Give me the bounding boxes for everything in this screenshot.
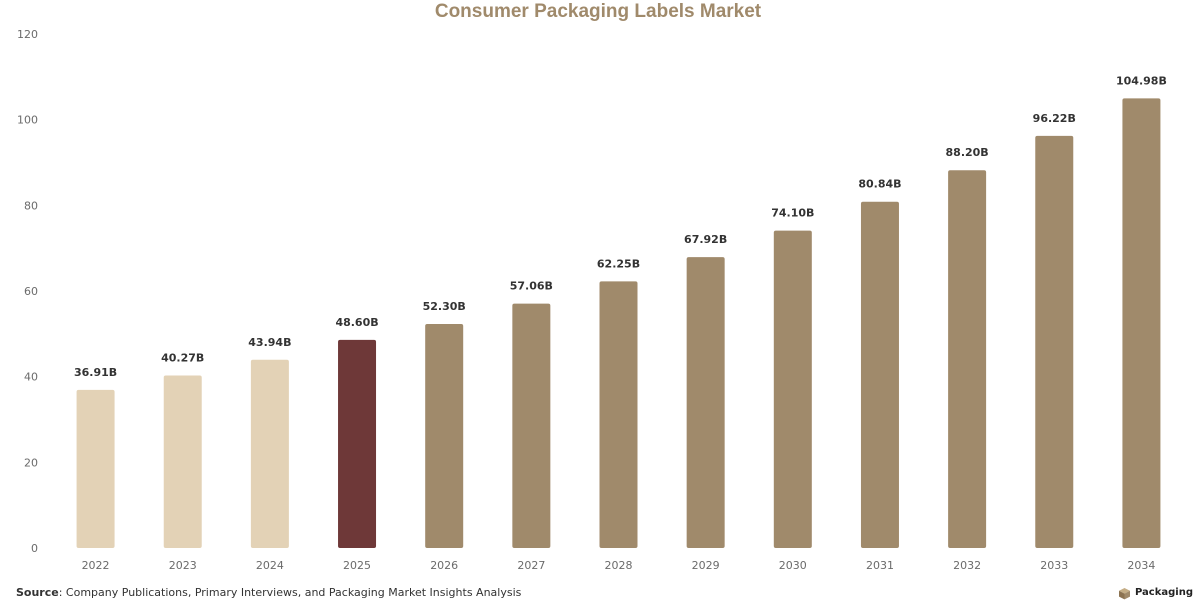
bar-2031 <box>860 201 899 548</box>
bar-2034 <box>1122 98 1161 548</box>
x-axis: 2022 2023 2024 2025 2026 2027 2028 2029 2030 2031… <box>82 559 1156 572</box>
data-label: 43.94B <box>248 336 291 349</box>
bar-2029 <box>686 257 725 548</box>
bar-2023 <box>163 375 202 548</box>
data-label: 104.98B <box>1116 74 1167 87</box>
data-label: 88.20B <box>946 146 989 159</box>
x-tick-label: 2028 <box>605 559 633 572</box>
bar-2030 <box>773 230 812 549</box>
y-tick-label: 60 <box>24 285 38 298</box>
x-tick-label: 2022 <box>82 559 110 572</box>
source-text: : Company Publications, Primary Intervie… <box>58 586 522 599</box>
bar-2027 <box>512 303 551 548</box>
y-tick-label: 40 <box>24 371 38 384</box>
bar-chart: 0 20 40 60 80 100 120 36.91B 40.27B 43.94B 48.60B… <box>17 28 1167 572</box>
data-labels: 36.91B 40.27B 43.94B 48.60B 52.30B 57.06B 62.2… <box>74 74 1167 379</box>
chart-title: Consumer Packaging Labels Market <box>434 1 762 22</box>
data-label: 67.92B <box>684 233 727 246</box>
x-tick-label: 2024 <box>256 559 284 572</box>
y-tick-label: 100 <box>17 114 38 127</box>
y-tick-label: 120 <box>17 28 38 41</box>
data-label: 96.22B <box>1033 112 1076 125</box>
brand-logo: Packaging <box>1118 586 1193 600</box>
x-tick-label: 2034 <box>1127 559 1155 572</box>
x-tick-label: 2029 <box>692 559 720 572</box>
bar-2032 <box>948 170 987 548</box>
bar-2033 <box>1035 135 1074 548</box>
data-label: 80.84B <box>858 178 901 191</box>
bars <box>76 98 1161 549</box>
data-label: 36.91B <box>74 366 117 379</box>
x-tick-label: 2032 <box>953 559 981 572</box>
x-tick-label: 2031 <box>866 559 894 572</box>
box-icon <box>1118 587 1131 600</box>
bar-2024 <box>250 359 289 548</box>
data-label: 62.25B <box>597 257 640 270</box>
data-label: 40.27B <box>161 352 204 365</box>
source-label: Source <box>16 586 59 599</box>
bar-2026 <box>425 323 464 548</box>
x-tick-label: 2027 <box>517 559 545 572</box>
bar-2025 <box>338 339 377 548</box>
data-label: 57.06B <box>510 280 553 293</box>
brand-text: Packaging <box>1135 587 1193 598</box>
x-tick-label: 2023 <box>169 559 197 572</box>
y-tick-label: 20 <box>24 456 38 469</box>
x-tick-label: 2025 <box>343 559 371 572</box>
y-axis: 0 20 40 60 80 100 120 <box>17 28 38 555</box>
data-label: 52.30B <box>423 300 466 313</box>
x-tick-label: 2030 <box>779 559 807 572</box>
y-tick-label: 0 <box>31 542 38 555</box>
source-note: Source: Company Publications, Primary In… <box>16 586 521 600</box>
data-label: 74.10B <box>771 207 814 220</box>
x-tick-label: 2026 <box>430 559 458 572</box>
x-tick-label: 2033 <box>1040 559 1068 572</box>
bar-2028 <box>599 281 638 548</box>
y-tick-label: 80 <box>24 199 38 212</box>
bar-2022 <box>76 389 115 548</box>
data-label: 48.60B <box>335 316 378 329</box>
